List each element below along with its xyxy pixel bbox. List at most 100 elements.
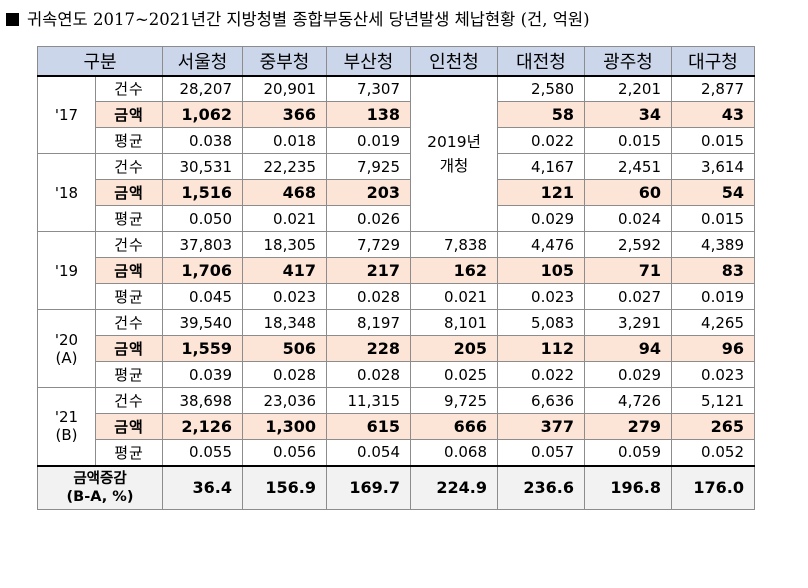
cell-average: 0.039 — [162, 361, 243, 388]
cell-count: 4,726 — [584, 387, 672, 414]
cell-amount: 1,706 — [162, 257, 243, 284]
incheon-note-line1: 2019년 — [427, 132, 481, 151]
cell-amount: 34 — [584, 101, 672, 128]
cell-amount: 43 — [671, 101, 755, 128]
row-label-count: 건수 — [95, 75, 163, 102]
cell-count: 2,877 — [671, 75, 755, 102]
cell-average: 0.015 — [671, 205, 755, 232]
cell-count: 4,265 — [671, 309, 755, 336]
header-seoul: 서울청 — [162, 46, 243, 77]
cell-amount: 666 — [410, 413, 498, 440]
header-jungbu: 중부청 — [242, 46, 327, 77]
cell-amount: 54 — [671, 179, 755, 206]
cell-average: 0.057 — [497, 439, 585, 466]
cell-count: 38,698 — [162, 387, 243, 414]
table-row-amount: 금액 2,126 1,300 615 666 377 279 265 — [38, 413, 755, 440]
cell-average: 0.024 — [584, 205, 672, 232]
increase-label-line2: (B-A, %) — [66, 488, 134, 505]
table-row-amount: 금액 1,706 417 217 162 105 71 83 — [38, 257, 755, 284]
cell-average: 0.019 — [671, 283, 755, 310]
cell-increase: 224.9 — [410, 464, 498, 510]
cell-average: 0.022 — [497, 361, 585, 388]
cell-amount: 468 — [242, 179, 327, 206]
cell-amount: 58 — [497, 101, 585, 128]
cell-count: 8,101 — [410, 309, 498, 336]
table-row-count: '21 (B) 건수 38,698 23,036 11,315 9,725 6,636 4,72… — [37, 387, 755, 466]
cell-average: 0.050 — [162, 205, 243, 232]
cell-count: 18,305 — [242, 231, 327, 258]
black-square-bullet-icon — [6, 13, 19, 26]
cell-amount: 112 — [497, 335, 585, 362]
cell-count: 2,451 — [584, 153, 672, 180]
cell-increase: 169.7 — [326, 464, 411, 510]
cell-count: 5,083 — [497, 309, 585, 336]
cell-count: 3,291 — [584, 309, 672, 336]
cell-count: 7,838 — [410, 231, 498, 258]
table-row-count: '17 건수 28,207 20,901 7,307 2019년 개청 2,580 2,201 2… — [37, 75, 755, 232]
increase-label: 금액증감 (B-A, %) — [37, 464, 163, 510]
cell-amount: 138 — [326, 101, 411, 128]
cell-average: 0.015 — [671, 127, 755, 154]
cell-amount: 203 — [326, 179, 411, 206]
cell-count: 23,036 — [242, 387, 327, 414]
table-row-count: '18 건수 30,531 22,235 7,925 4,167 2,451 3,614 — [37, 153, 755, 232]
cell-increase: 196.8 — [584, 464, 672, 510]
cell-amount: 71 — [584, 257, 672, 284]
table-row-amount: 금액 1,516 468 203 121 60 54 — [38, 179, 755, 206]
cell-amount: 83 — [671, 257, 755, 284]
header-daejeon: 대전청 — [497, 46, 585, 77]
cell-average: 0.023 — [671, 361, 755, 388]
cell-count: 4,167 — [497, 153, 585, 180]
table-row-average: 평균 0.038 0.018 0.019 0.022 0.015 0.015 — [38, 127, 755, 154]
cell-amount: 60 — [584, 179, 672, 206]
cell-count: 7,307 — [326, 75, 411, 102]
row-label-amount: 금액 — [95, 179, 163, 206]
cell-average: 0.068 — [410, 439, 498, 466]
year-label-line1: '20 — [54, 330, 79, 349]
cell-amount: 121 — [497, 179, 585, 206]
cell-count: 8,197 — [326, 309, 411, 336]
cell-amount: 1,559 — [162, 335, 243, 362]
year-label-line1: '17 — [54, 105, 79, 124]
cell-average: 0.028 — [326, 283, 411, 310]
arrears-table: 구분 서울청 중부청 부산청 인천청 대전청 광주청 대구청 '17 건수 28,2… — [37, 46, 755, 510]
cell-average: 0.026 — [326, 205, 411, 232]
cell-average: 0.038 — [162, 127, 243, 154]
row-label-count: 건수 — [95, 309, 163, 336]
cell-increase: 156.9 — [242, 464, 327, 510]
cell-count: 30,531 — [162, 153, 243, 180]
cell-amount: 377 — [497, 413, 585, 440]
year-label-line1: '19 — [54, 261, 79, 280]
cell-increase: 236.6 — [497, 464, 585, 510]
year-label: '20 (A) — [37, 309, 96, 388]
table-row-average: 평균 0.050 0.021 0.026 0.029 0.024 0.015 — [38, 205, 755, 232]
cell-amount: 417 — [242, 257, 327, 284]
cell-count: 37,803 — [162, 231, 243, 258]
cell-amount: 2,126 — [162, 413, 243, 440]
header-category: 구분 — [37, 46, 163, 77]
cell-average: 0.059 — [584, 439, 672, 466]
table-row-amount: 금액 1,062 366 138 58 34 43 — [38, 101, 755, 128]
cell-average: 0.029 — [584, 361, 672, 388]
cell-average: 0.027 — [584, 283, 672, 310]
cell-average: 0.015 — [584, 127, 672, 154]
cell-count: 5,121 — [671, 387, 755, 414]
table-row-average: 평균 0.055 0.056 0.054 0.068 0.057 0.059 0.052 — [38, 439, 755, 466]
row-label-average: 평균 — [95, 361, 163, 388]
year-label-line1: '21 — [54, 408, 79, 427]
header-busan: 부산청 — [326, 46, 411, 77]
year-label-line1: '18 — [54, 183, 79, 202]
header-daegu: 대구청 — [671, 46, 755, 77]
cell-count: 3,614 — [671, 153, 755, 180]
year-label: '19 — [37, 231, 96, 310]
incheon-note-line2: 개청 — [439, 156, 469, 175]
table-row-average: 평균 0.045 0.023 0.028 0.021 0.023 0.027 0.019 — [38, 283, 755, 310]
cell-amount: 506 — [242, 335, 327, 362]
title-text: 귀속연도 2017~2021년간 지방청별 종합부동산세 당년발생 체납현황 (… — [27, 10, 590, 29]
cell-count: 2,201 — [584, 75, 672, 102]
cell-amount: 94 — [584, 335, 672, 362]
cell-count: 39,540 — [162, 309, 243, 336]
cell-count: 9,725 — [410, 387, 498, 414]
row-label-average: 평균 — [95, 439, 163, 466]
